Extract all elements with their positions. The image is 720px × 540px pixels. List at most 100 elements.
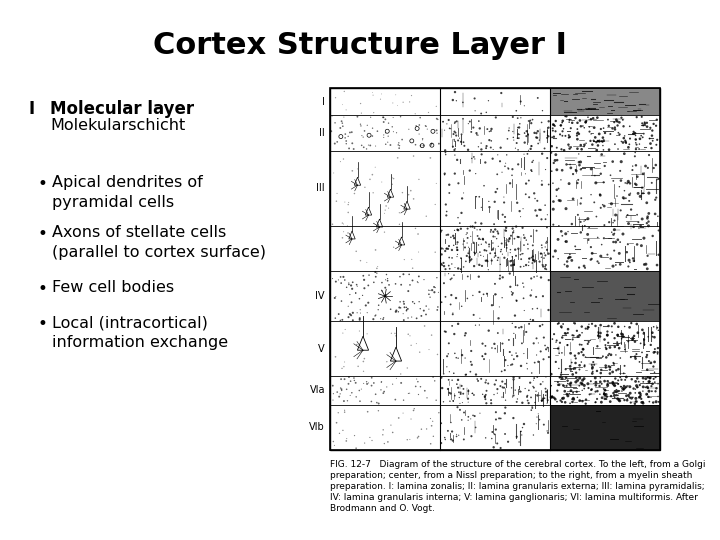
- Point: [602, 116, 613, 124]
- Point: [504, 179, 516, 187]
- Point: [484, 203, 495, 212]
- Point: [562, 376, 573, 385]
- Point: [543, 353, 554, 361]
- Point: [466, 154, 477, 163]
- Point: [565, 164, 577, 172]
- Point: [597, 141, 608, 150]
- Point: [548, 132, 559, 141]
- Point: [642, 164, 654, 172]
- Point: [369, 312, 381, 320]
- Point: [369, 268, 381, 276]
- Point: [410, 122, 422, 130]
- Point: [455, 388, 467, 397]
- Point: [474, 248, 485, 256]
- Point: [436, 384, 448, 393]
- Point: [490, 344, 501, 353]
- Point: [462, 272, 474, 281]
- Point: [649, 368, 660, 376]
- Point: [440, 150, 451, 159]
- Point: [464, 256, 476, 265]
- Point: [381, 270, 392, 279]
- Polygon shape: [365, 207, 372, 215]
- Point: [413, 130, 425, 138]
- Point: [462, 119, 474, 128]
- Point: [523, 399, 534, 407]
- Point: [557, 118, 568, 127]
- Point: [540, 215, 552, 224]
- Point: [653, 251, 665, 259]
- Point: [440, 327, 451, 336]
- Point: [497, 377, 508, 386]
- Point: [624, 140, 635, 149]
- Point: [594, 136, 606, 145]
- Point: [652, 348, 663, 356]
- Point: [562, 257, 573, 266]
- Point: [600, 395, 612, 403]
- Point: [431, 126, 442, 134]
- Point: [357, 133, 369, 141]
- Point: [503, 164, 514, 172]
- Point: [567, 370, 578, 379]
- Point: [531, 304, 543, 313]
- Point: [547, 179, 559, 187]
- Point: [567, 331, 578, 340]
- Point: [627, 333, 639, 342]
- Point: [619, 132, 631, 140]
- Point: [451, 246, 463, 254]
- Point: [426, 140, 437, 149]
- Point: [397, 270, 409, 279]
- Point: [480, 342, 491, 350]
- Point: [480, 108, 492, 117]
- Point: [514, 207, 526, 215]
- Point: [630, 138, 642, 147]
- Point: [482, 96, 494, 105]
- Point: [429, 248, 441, 256]
- Point: [446, 260, 457, 268]
- Point: [341, 385, 352, 394]
- Point: [636, 184, 648, 192]
- Point: [522, 150, 534, 158]
- Point: [577, 345, 589, 354]
- Point: [584, 123, 595, 131]
- Point: [534, 322, 546, 330]
- Text: •: •: [38, 280, 48, 298]
- Point: [485, 249, 496, 258]
- Point: [631, 320, 642, 328]
- Point: [631, 381, 642, 390]
- Point: [501, 151, 513, 159]
- Point: [410, 110, 421, 118]
- Point: [458, 262, 469, 271]
- Point: [505, 245, 516, 254]
- Point: [578, 143, 590, 151]
- Point: [541, 427, 553, 435]
- Point: [611, 338, 623, 347]
- Point: [503, 335, 515, 344]
- Point: [490, 376, 502, 384]
- Point: [564, 132, 575, 141]
- Point: [442, 384, 454, 393]
- Point: [587, 369, 598, 378]
- Point: [565, 143, 577, 152]
- Point: [622, 211, 634, 219]
- Point: [335, 316, 346, 325]
- Point: [602, 381, 613, 390]
- Point: [481, 256, 492, 265]
- Point: [607, 262, 618, 271]
- Point: [335, 124, 346, 132]
- Point: [603, 362, 615, 370]
- Point: [629, 152, 641, 160]
- Point: [604, 365, 616, 374]
- Point: [624, 179, 636, 188]
- Point: [333, 408, 344, 417]
- Point: [487, 232, 499, 241]
- Point: [593, 332, 604, 340]
- Point: [328, 389, 339, 398]
- Point: [549, 330, 560, 339]
- Point: [575, 199, 586, 208]
- Point: [480, 239, 492, 247]
- Point: [539, 341, 551, 350]
- Point: [582, 235, 594, 244]
- Point: [413, 230, 424, 238]
- Point: [615, 176, 626, 185]
- Point: [644, 374, 656, 383]
